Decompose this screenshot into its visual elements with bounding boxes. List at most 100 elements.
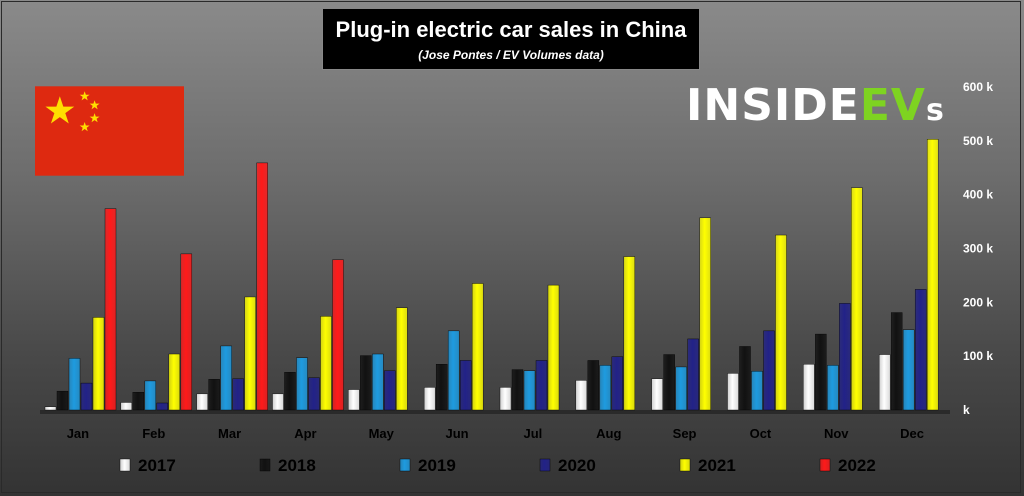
x-tick-label: Jun xyxy=(446,426,469,441)
bar-2017-apr xyxy=(272,393,284,411)
insideevs-logo: INSIDEEVs xyxy=(686,80,945,131)
title-box: Plug-in electric car sales in China (Jos… xyxy=(322,8,700,70)
bar-2017-mar xyxy=(196,393,208,411)
bar-2019-jul xyxy=(523,370,536,411)
y-tick-label: 500 k xyxy=(963,134,993,148)
bar-2019-oct xyxy=(751,371,763,411)
legend-swatch-2020 xyxy=(539,458,551,472)
bar-2019-jan xyxy=(68,358,81,411)
x-tick-label: Jul xyxy=(524,426,543,441)
y-tick-label: 300 k xyxy=(963,242,993,256)
bar-2018-dec xyxy=(890,312,903,411)
bar-2021-jul xyxy=(547,284,560,411)
legend-label-2021: 2021 xyxy=(698,456,736,475)
bar-2017-jul xyxy=(499,387,512,411)
china-flag-icon xyxy=(35,86,184,176)
bar-2019-mar xyxy=(220,345,232,411)
y-tick-label: 200 k xyxy=(963,295,993,309)
bar-2021-sep xyxy=(699,217,711,411)
bar-2017-jun xyxy=(423,387,436,411)
bar-2018-feb xyxy=(132,392,145,411)
bar-2021-apr xyxy=(320,316,332,411)
bar-2021-may xyxy=(396,307,408,411)
bar-2021-jun xyxy=(471,283,484,411)
bar-2021-jan xyxy=(92,317,105,411)
legend-swatch-2017 xyxy=(119,458,131,472)
bar-2022-jan xyxy=(104,208,117,411)
chart-subtitle: (Jose Pontes / EV Volumes data) xyxy=(418,48,604,62)
bar-2018-jan xyxy=(56,390,69,411)
legend-swatch-2019 xyxy=(399,458,411,472)
x-tick-label: Apr xyxy=(294,426,316,441)
bar-2017-oct xyxy=(727,373,739,411)
bar-2017-feb xyxy=(120,402,133,411)
legend-swatch-2018 xyxy=(259,458,271,472)
y-tick-label: k xyxy=(963,403,970,417)
bar-2022-apr xyxy=(332,259,344,411)
bar-2020-jan xyxy=(80,382,93,411)
bar-2017-sep xyxy=(651,378,663,411)
bar-2019-dec xyxy=(902,329,915,411)
x-tick-label: Jan xyxy=(67,426,89,441)
x-tick-label: Oct xyxy=(750,426,772,441)
bar-2020-oct xyxy=(763,330,775,411)
bar-2019-jun xyxy=(447,330,460,411)
legend-swatch-2022 xyxy=(819,458,831,472)
legend-label-2022: 2022 xyxy=(838,456,876,475)
legend-label-2018: 2018 xyxy=(278,456,316,475)
bar-2021-dec xyxy=(926,139,939,411)
x-tick-label: Aug xyxy=(596,426,621,441)
bar-2020-nov xyxy=(839,303,851,411)
bar-2019-may xyxy=(372,353,384,411)
legend-swatch-2021 xyxy=(679,458,691,472)
bar-2019-sep xyxy=(675,366,687,411)
x-tick-label: Feb xyxy=(142,426,165,441)
bar-2021-aug xyxy=(623,256,636,411)
y-tick-label: 100 k xyxy=(963,349,993,363)
bar-2018-nov xyxy=(815,333,827,411)
y-tick-label: 600 k xyxy=(963,80,993,94)
bar-2019-nov xyxy=(827,365,839,411)
x-tick-label: Dec xyxy=(900,426,924,441)
bar-2020-apr xyxy=(308,377,320,411)
bar-2020-feb xyxy=(156,402,169,411)
bar-2018-aug xyxy=(587,360,600,411)
bar-2022-mar xyxy=(256,162,268,411)
x-tick-label: Sep xyxy=(673,426,697,441)
bar-2020-may xyxy=(384,370,396,411)
legend-label-2017: 2017 xyxy=(138,456,176,475)
bar-2018-apr xyxy=(284,372,296,411)
bar-2020-mar xyxy=(232,378,244,411)
y-tick-label: 400 k xyxy=(963,188,993,202)
bar-2018-mar xyxy=(208,379,220,411)
bar-2021-nov xyxy=(851,187,863,411)
bar-2018-jul xyxy=(511,369,524,411)
bar-2020-jul xyxy=(535,360,548,411)
x-tick-label: May xyxy=(369,426,395,441)
bar-2018-sep xyxy=(663,354,675,411)
legend-label-2020: 2020 xyxy=(558,456,596,475)
bar-2019-apr xyxy=(296,357,308,411)
chart-title: Plug-in electric car sales in China xyxy=(335,17,687,42)
bar-2018-may xyxy=(360,355,372,411)
bar-2020-aug xyxy=(611,356,624,411)
bar-2018-oct xyxy=(739,346,751,411)
bar-2017-aug xyxy=(575,380,588,411)
bar-2017-dec xyxy=(878,354,891,411)
bar-2021-oct xyxy=(775,234,787,411)
bar-2022-feb xyxy=(180,253,193,411)
bar-2021-mar xyxy=(244,296,256,411)
bar-2019-feb xyxy=(144,380,157,411)
bar-2020-jun xyxy=(459,360,472,411)
bar-2017-may xyxy=(348,389,360,411)
x-axis-floor xyxy=(40,410,950,414)
x-tick-label: Mar xyxy=(218,426,241,441)
bar-2021-feb xyxy=(168,353,181,411)
bar-2019-aug xyxy=(599,365,612,411)
bar-2017-jan xyxy=(44,406,57,411)
bar-2020-sep xyxy=(687,338,699,411)
bar-2017-nov xyxy=(803,364,815,411)
x-tick-label: Nov xyxy=(824,426,849,441)
